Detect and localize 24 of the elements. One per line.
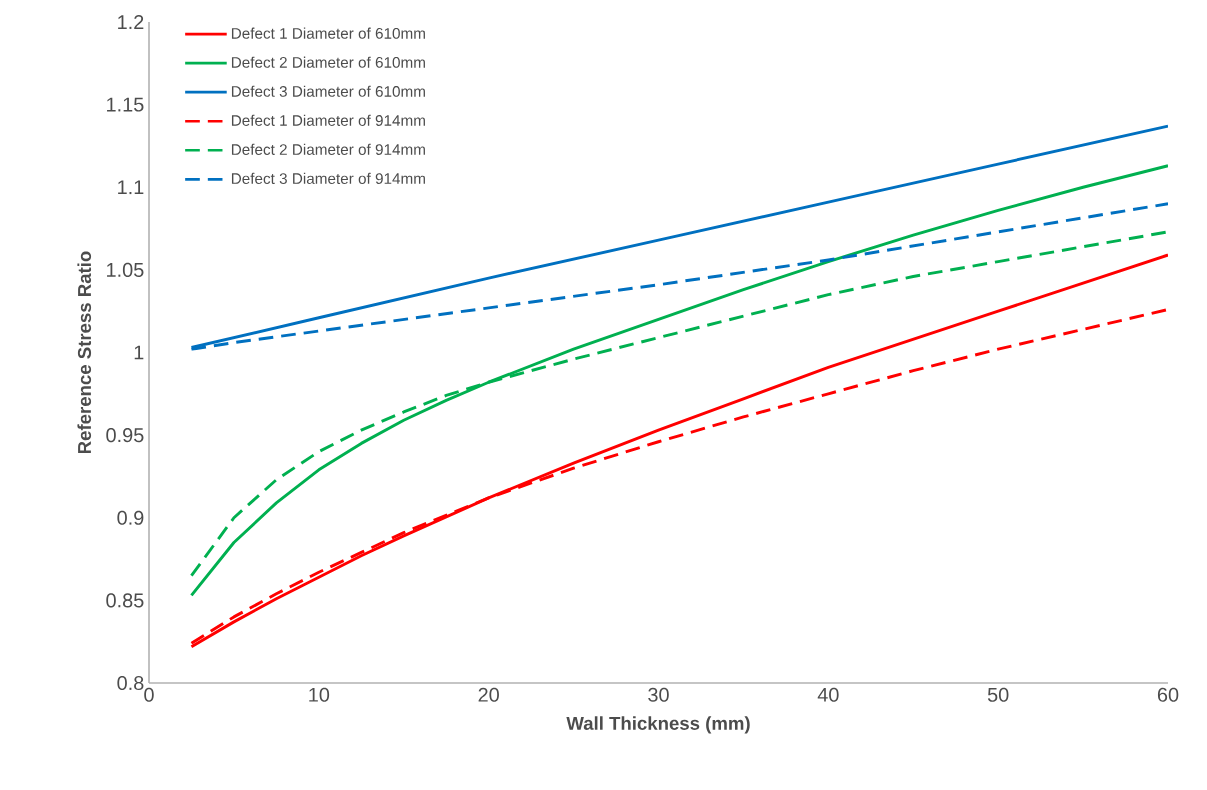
y-tick-label: 0.8 — [117, 675, 144, 691]
y-tick-label: 1.1 — [118, 180, 144, 195]
legend-label: Defect 2 Diameter of 914mm — [231, 143, 425, 155]
x-axis-title: Wall Thickness (mm) — [566, 716, 750, 734]
y-tick-label: 1 — [134, 345, 144, 360]
y-tick-label: 1.05 — [107, 262, 144, 277]
x-tick-label: 30 — [648, 687, 669, 702]
x-tick-label: 40 — [817, 687, 839, 702]
legend-label: Defect 1 Diameter of 914mm — [231, 114, 425, 126]
y-tick-label: 0.85 — [106, 593, 144, 608]
x-tick-label: 20 — [478, 687, 499, 702]
legend-label: Defect 1 Diameter of 610mm — [231, 27, 425, 39]
y-tick-label: 1.15 — [107, 97, 144, 112]
y-tick-label: 0.95 — [106, 428, 144, 443]
legend-label: Defect 3 Diameter of 610mm — [231, 85, 425, 97]
y-tick-label: 1.2 — [118, 15, 144, 29]
x-tick-label: 10 — [309, 687, 330, 702]
x-tick-label: 60 — [1157, 687, 1179, 702]
y-axis-title: Reference Stress Ratio — [77, 251, 92, 454]
legend-label: Defect 2 Diameter of 610mm — [231, 56, 425, 68]
legend-label: Defect 3 Diameter of 914mm — [231, 172, 425, 184]
x-tick-label: 0 — [144, 687, 154, 702]
x-tick-label: 50 — [987, 687, 1009, 702]
y-tick-label: 0.9 — [117, 510, 144, 525]
